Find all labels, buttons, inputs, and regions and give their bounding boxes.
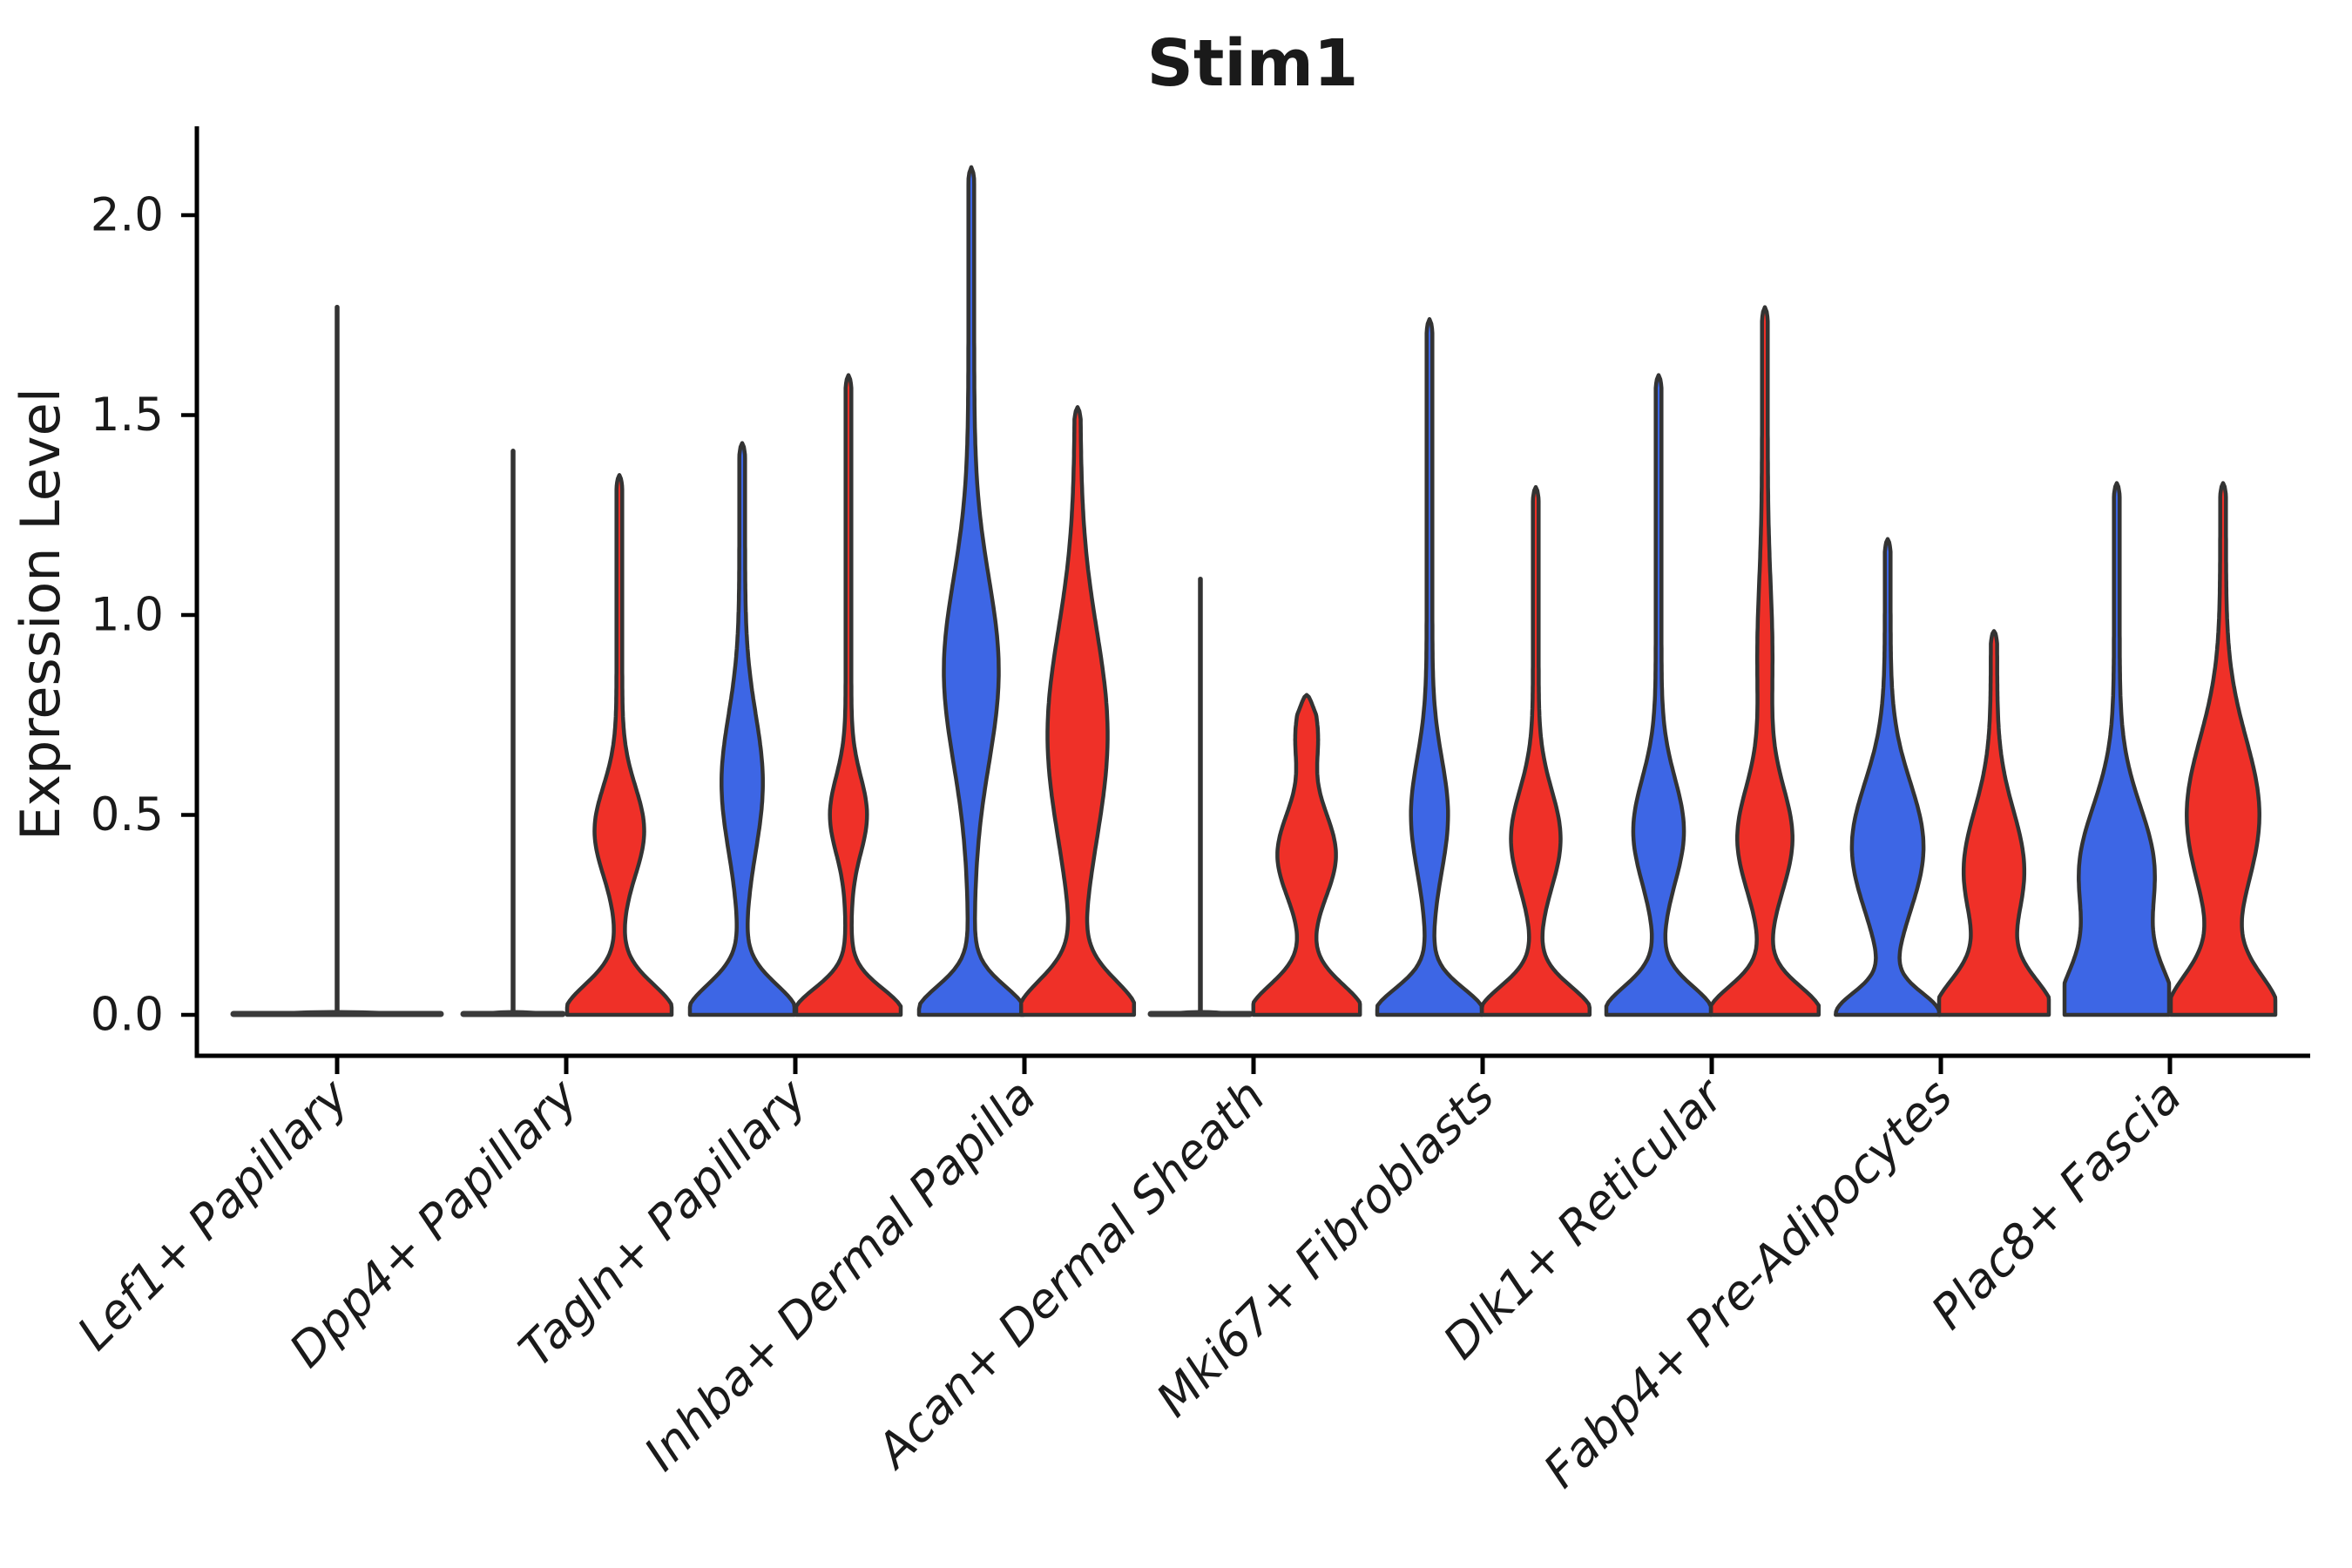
violin-red (1936, 629, 2051, 1017)
x-tick-label: Acan+ Dermal Sheath (864, 1069, 1275, 1480)
y-tick-label: 1.0 (91, 589, 164, 642)
x-tick-label: Inhba+ Dermal Papilla (633, 1069, 1046, 1482)
violin-blue (1834, 537, 1942, 1017)
violin-red (1708, 305, 1821, 1017)
violins-layer (230, 165, 2278, 1017)
violin-red (1018, 405, 1137, 1017)
y-axis-label: Expression Level (9, 388, 72, 841)
violin-blue (916, 165, 1026, 1017)
y-tick-label: 0.0 (91, 989, 164, 1042)
y-tick-label: 1.5 (91, 389, 164, 442)
violin-red (794, 373, 903, 1017)
y-tick-label: 2.0 (91, 189, 164, 242)
x-tick-label: Fabp4+ Pre-Adipocytes (1533, 1069, 1963, 1498)
violin-blue (1375, 317, 1484, 1017)
violin-red (1479, 484, 1592, 1017)
violin-red (564, 473, 674, 1017)
y-tick-label: 0.5 (91, 788, 164, 841)
axes-layer (181, 126, 2310, 1074)
violin-blue (2062, 481, 2172, 1017)
violin-red (2168, 481, 2278, 1017)
violin-blue (687, 441, 797, 1017)
x-tick-label: Plac8+ Fascia (1921, 1069, 2192, 1340)
violin-red (1251, 693, 1362, 1017)
chart-title: Stim1 (1147, 26, 1359, 101)
violin-blue (1604, 373, 1713, 1017)
